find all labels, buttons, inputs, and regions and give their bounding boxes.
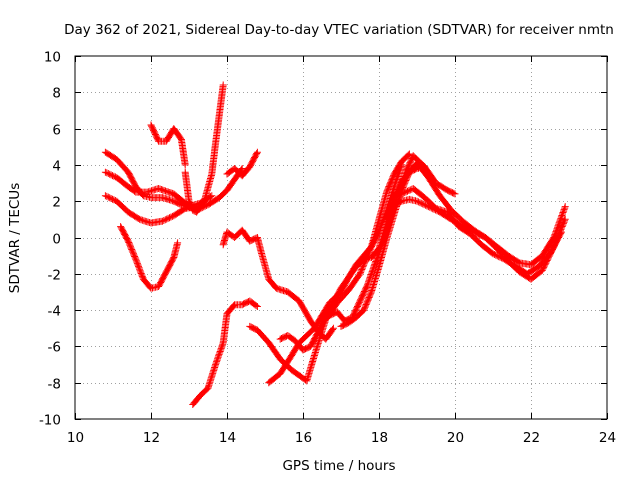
series-markers (181, 81, 227, 216)
y-tick-label: 4 (52, 159, 61, 175)
data-series (101, 81, 569, 408)
x-tick-label: 14 (219, 430, 236, 446)
series-track-10 (246, 150, 413, 385)
chart-title: Day 362 of 2021, Sidereal Day-to-day VTE… (64, 22, 614, 38)
series-markers (189, 297, 261, 408)
series-track-16 (398, 185, 565, 278)
y-tick-label: -4 (48, 304, 61, 320)
series-track-4 (117, 223, 182, 292)
series-track-7 (189, 297, 261, 408)
series-markers (223, 148, 261, 180)
series-markers (117, 223, 182, 292)
y-axis-label: SDTVAR / TECUs (7, 183, 23, 293)
series-markers (246, 150, 413, 385)
x-tick-label: 24 (599, 430, 616, 446)
y-tick-label: 8 (52, 86, 61, 102)
series-track-9 (223, 148, 261, 180)
x-tick-label: 16 (295, 430, 312, 446)
y-tick-label: -6 (48, 340, 61, 356)
x-tick-label: 22 (523, 430, 540, 446)
series-track-6 (181, 81, 227, 216)
series-markers (398, 185, 565, 278)
x-tick-label: 10 (67, 430, 84, 446)
y-tick-label: 10 (44, 50, 61, 66)
series-markers (147, 121, 189, 169)
x-tick-label: 20 (447, 430, 464, 446)
x-tick-label: 12 (143, 430, 160, 446)
y-tick-label: -8 (48, 377, 61, 393)
plot-frame (74, 55, 608, 420)
y-tick-label: 6 (52, 123, 61, 139)
axis-ticks (75, 56, 608, 420)
y-tick-label: -10 (39, 413, 61, 429)
grid (75, 56, 607, 419)
y-tick-label: 0 (52, 232, 61, 248)
y-tick-label: -2 (48, 268, 61, 284)
y-tick-label: 2 (52, 195, 61, 211)
series-track-5 (147, 121, 189, 169)
x-tick-label: 18 (371, 430, 388, 446)
x-axis-label: GPS time / hours (282, 458, 395, 474)
